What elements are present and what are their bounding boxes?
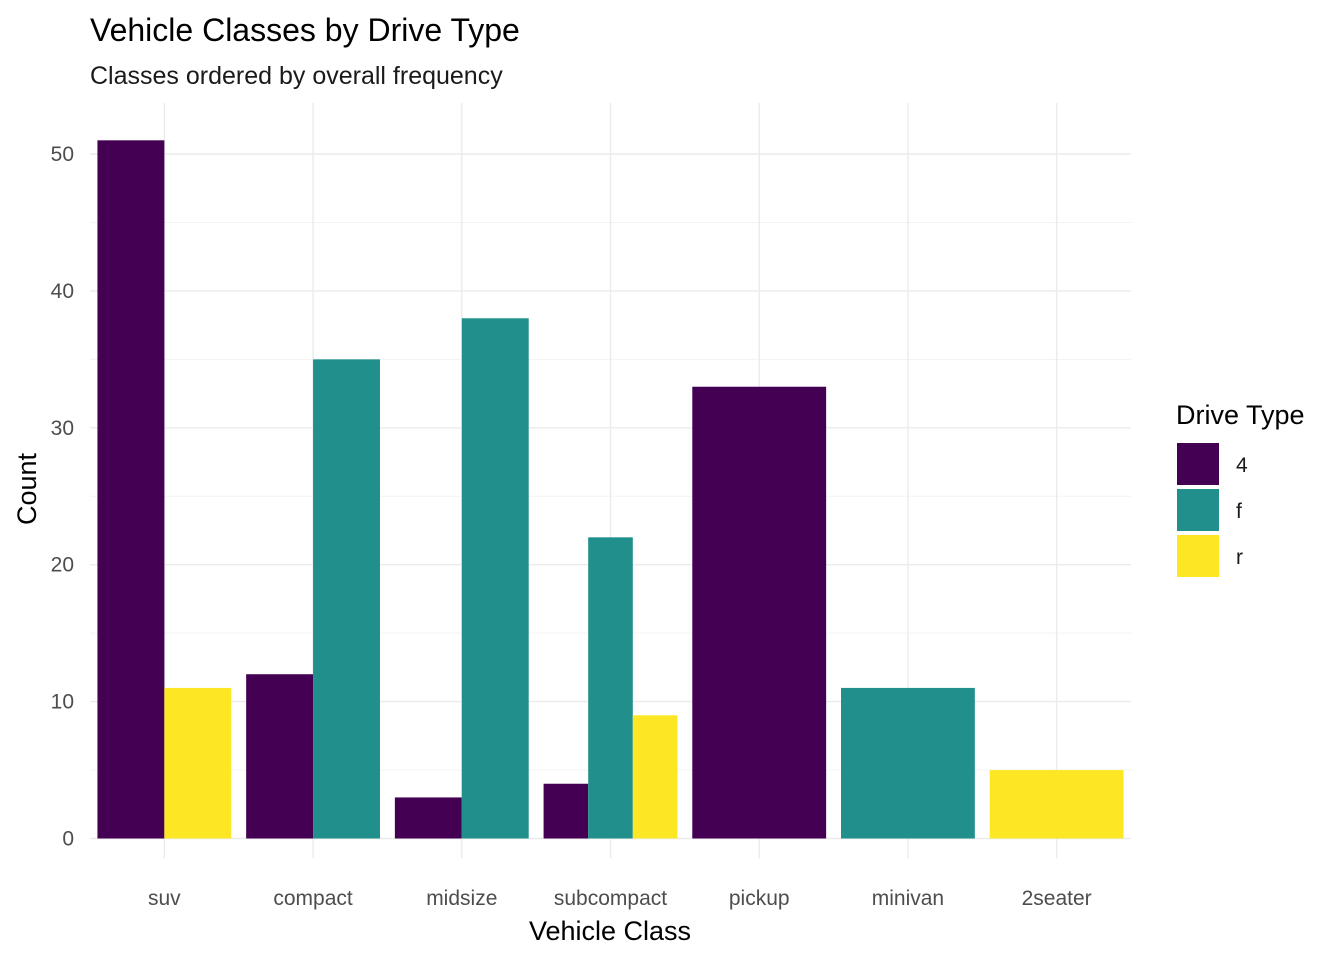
bar-suv-4: 51 (97, 140, 165, 839)
x-axis-ticks: suv compact midsize subcompact pickup minivan… (148, 887, 1092, 910)
legend-key-4 (1177, 443, 1219, 485)
legend: Drive Type 4 fr (1176, 400, 1305, 577)
x-tick-label: minivan (872, 887, 944, 910)
x-axis-title: Vehicle Class (529, 916, 691, 946)
y-axis-title: Count (12, 452, 42, 525)
legend-label: r (1236, 546, 1243, 569)
x-tick-label: subcompact (554, 887, 667, 910)
bar-compact-4: 12 (246, 674, 314, 839)
bar-2seater-r: 5 (989, 770, 1124, 839)
x-tick-label: midsize (426, 887, 497, 910)
bar-subcompact-4: 4 (543, 783, 589, 839)
legend-key-r (1177, 535, 1219, 577)
bar-pickup-4: 33 (692, 386, 827, 839)
bar-suv-r: 11 (164, 687, 232, 839)
legend-title: Drive Type (1176, 400, 1305, 430)
bar-subcompact-r: 9 (632, 715, 678, 839)
x-tick-label: 2seater (1022, 887, 1092, 910)
x-tick-label: suv (148, 887, 181, 910)
y-tick-label: 40 (51, 280, 74, 303)
legend-label: 4 (1236, 454, 1248, 477)
bar-midsize-f: 38 (461, 318, 529, 839)
legend-label: f (1236, 500, 1242, 523)
chart-title: Vehicle Classes by Drive Type (90, 12, 520, 48)
legend-key-f (1177, 489, 1219, 531)
bar-minivan-f: 11 (841, 687, 975, 839)
x-tick-label: compact (273, 887, 353, 910)
bars: 51111235338422933115 (97, 140, 1124, 839)
x-tick-label: pickup (729, 887, 790, 910)
y-tick-label: 30 (51, 417, 74, 440)
y-tick-label: 0 (62, 828, 74, 851)
bar-subcompact-f: 22 (588, 537, 633, 839)
y-tick-label: 20 (51, 554, 74, 577)
y-tick-label: 10 (51, 691, 74, 714)
chart-subtitle: Classes ordered by overall frequency (90, 62, 503, 90)
y-tick-label: 50 (51, 143, 74, 166)
bar-midsize-4: 3 (394, 797, 462, 839)
y-axis-ticks: 0 10 20 30 40 50 (51, 143, 74, 851)
bar-compact-f: 35 (313, 359, 380, 839)
